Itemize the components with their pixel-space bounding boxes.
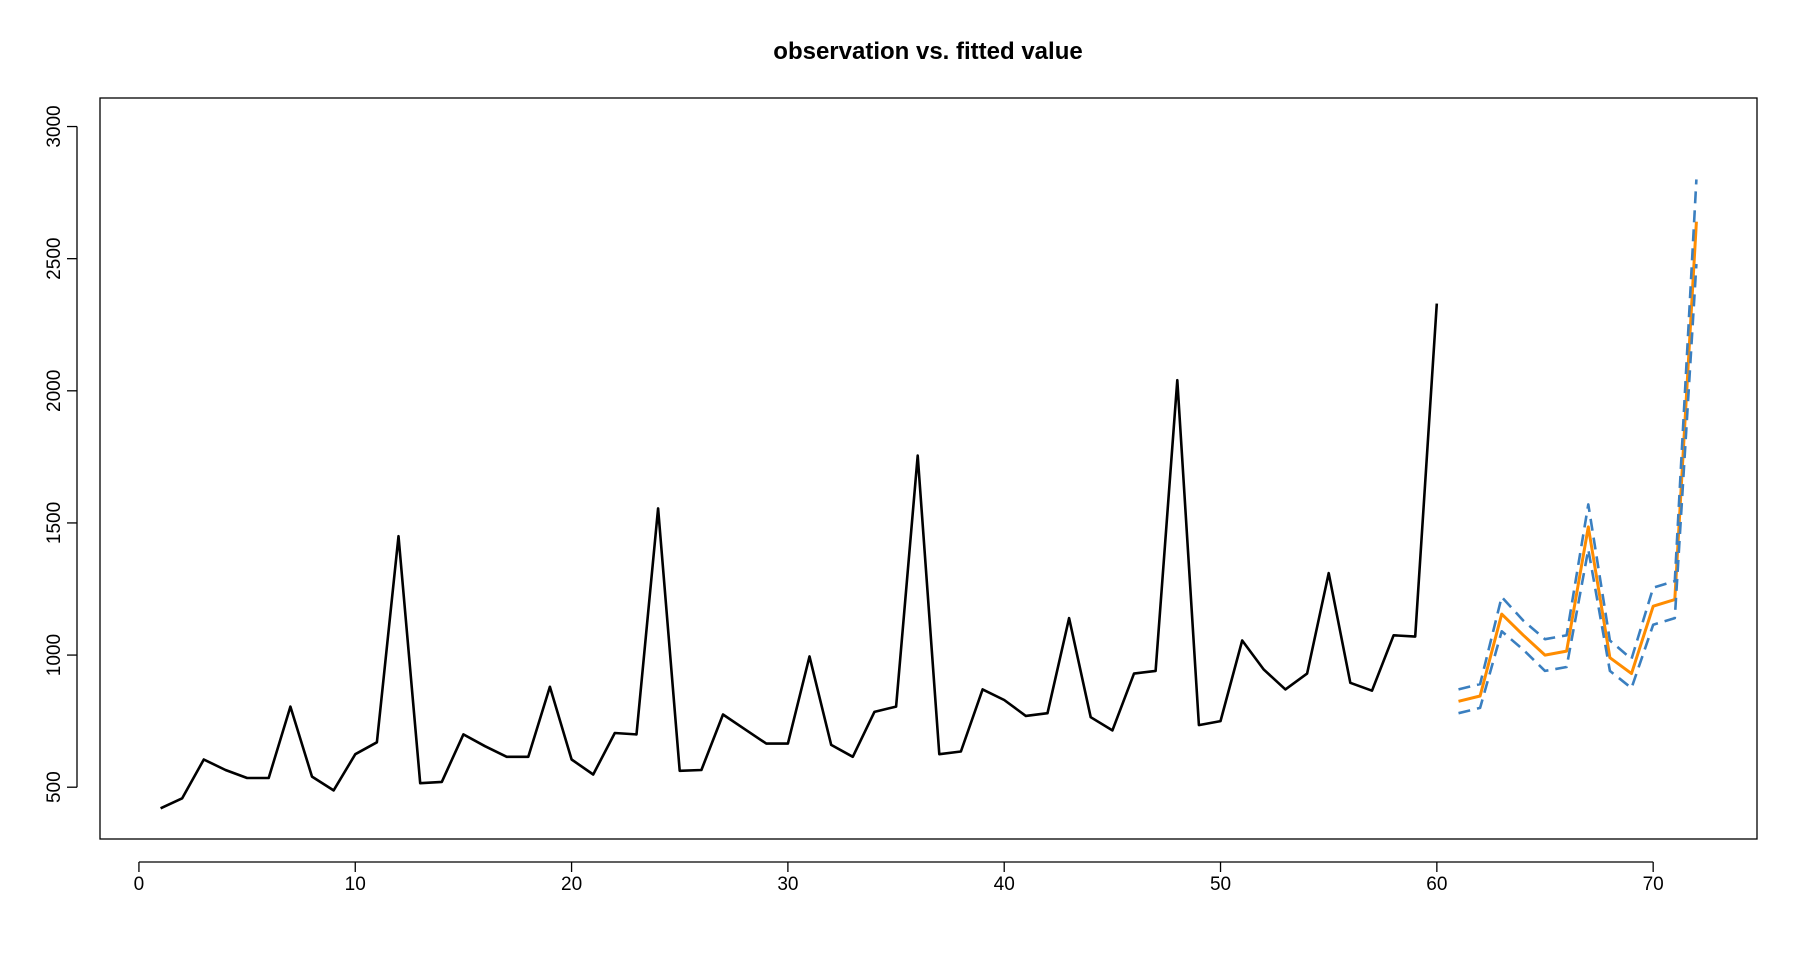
y-tick-label: 1500 (44, 502, 65, 544)
x-axis: 0 10 20 30 40 50 60 70 (134, 861, 1664, 895)
x-tick-label: 0 (134, 874, 145, 895)
series-layer (160, 179, 1698, 810)
x-tick-label: 10 (345, 874, 366, 895)
upper-series-line (1458, 179, 1698, 691)
y-tick-label: 2500 (44, 238, 65, 280)
y-axis: 500 1000 1500 2000 2500 3000 (44, 105, 78, 803)
y-tick-label: 1000 (44, 634, 65, 676)
x-tick-label: 60 (1426, 874, 1447, 895)
lower-series-line (1458, 263, 1698, 715)
observed-series-line (160, 303, 1439, 810)
y-tick-label: 500 (44, 771, 65, 803)
chart-title: observation vs. fitted value (773, 38, 1082, 65)
x-tick-label: 30 (777, 874, 798, 895)
x-tick-label: 70 (1643, 874, 1664, 895)
fitted-series-line (1458, 221, 1698, 703)
x-tick-label: 20 (561, 874, 582, 895)
y-tick-label: 2000 (44, 370, 65, 412)
y-tick-label: 3000 (44, 105, 65, 147)
x-tick-label: 40 (994, 874, 1015, 895)
plot-frame (99, 97, 1758, 840)
x-tick-label: 50 (1210, 874, 1231, 895)
